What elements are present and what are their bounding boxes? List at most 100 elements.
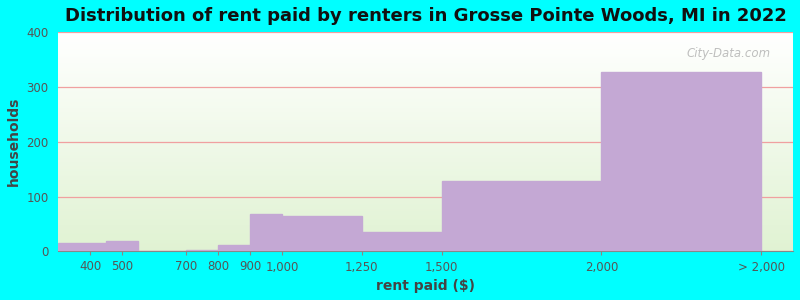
Bar [58,176,793,177]
Bar [58,235,793,236]
Bar [58,124,793,125]
Bar [58,221,793,222]
Bar [58,143,793,144]
Bar [58,172,793,174]
Bar [58,247,793,248]
Bar [58,92,793,94]
Bar [58,112,793,113]
Bar [58,161,793,163]
Bar [58,248,793,249]
Bar [58,97,793,98]
Bar [58,192,793,193]
Bar [58,58,793,59]
Bar [58,64,793,65]
Bar [58,194,793,196]
Bar [58,142,793,143]
Bar [58,110,793,111]
Bar [58,167,793,168]
Bar [58,49,793,50]
Bar [58,87,793,88]
Bar [58,160,793,161]
Bar [58,137,793,139]
Bar [58,91,793,92]
Bar [58,203,793,204]
Bar [58,178,793,179]
Bar [58,215,793,216]
Bar [58,61,793,62]
Bar [58,230,793,231]
Bar [58,218,793,219]
Bar [58,89,793,90]
Bar [58,139,793,140]
Bar [58,67,793,68]
Bar [58,154,793,155]
Bar [58,70,793,72]
Bar [58,202,793,203]
Bar [58,56,793,57]
Bar [58,34,793,35]
Bar [58,72,793,73]
Bar [58,209,793,210]
Bar [58,224,793,225]
Bar [58,33,793,34]
Bar [58,208,793,209]
Bar [58,236,793,237]
Bar [58,114,793,116]
Bar [58,158,793,159]
Bar [58,122,793,123]
Bar [58,75,793,76]
Bar [58,153,793,154]
Bar [58,108,793,109]
Bar [58,120,793,121]
Bar [58,35,793,36]
Bar [362,232,442,251]
Bar [58,38,793,39]
Bar [58,74,793,75]
Bar [58,206,793,208]
Bar [58,237,793,238]
Y-axis label: households: households [7,97,21,187]
Bar [58,40,793,41]
Bar [58,126,793,128]
Bar [58,39,793,40]
Bar [58,220,793,221]
Bar [58,175,793,176]
Bar [58,103,793,104]
Bar [58,88,793,89]
Bar [58,170,793,171]
Bar [106,241,138,251]
Bar [58,136,793,137]
Bar [58,44,793,45]
Bar [58,130,793,131]
Bar [58,85,793,86]
Bar [58,216,793,217]
Bar [58,228,793,230]
Bar [58,129,793,130]
Bar [58,133,793,134]
Bar [58,219,793,220]
Bar [58,128,793,129]
Bar [58,32,793,33]
Bar [58,243,106,251]
Bar [58,155,793,156]
Bar [250,214,282,251]
Bar [602,72,761,251]
Bar [58,191,793,192]
Bar [58,42,793,43]
Bar [58,227,793,228]
Bar [58,181,793,182]
Bar [58,163,793,164]
Bar [58,79,793,80]
Bar [58,144,793,145]
Bar [58,186,793,187]
Bar [58,94,793,96]
Bar [58,141,793,142]
Bar [58,43,793,44]
Bar [58,77,793,78]
Bar [58,47,793,49]
Bar [58,188,793,189]
Bar [58,119,793,120]
Bar [58,86,793,87]
Bar [58,157,793,158]
Bar [58,140,793,141]
